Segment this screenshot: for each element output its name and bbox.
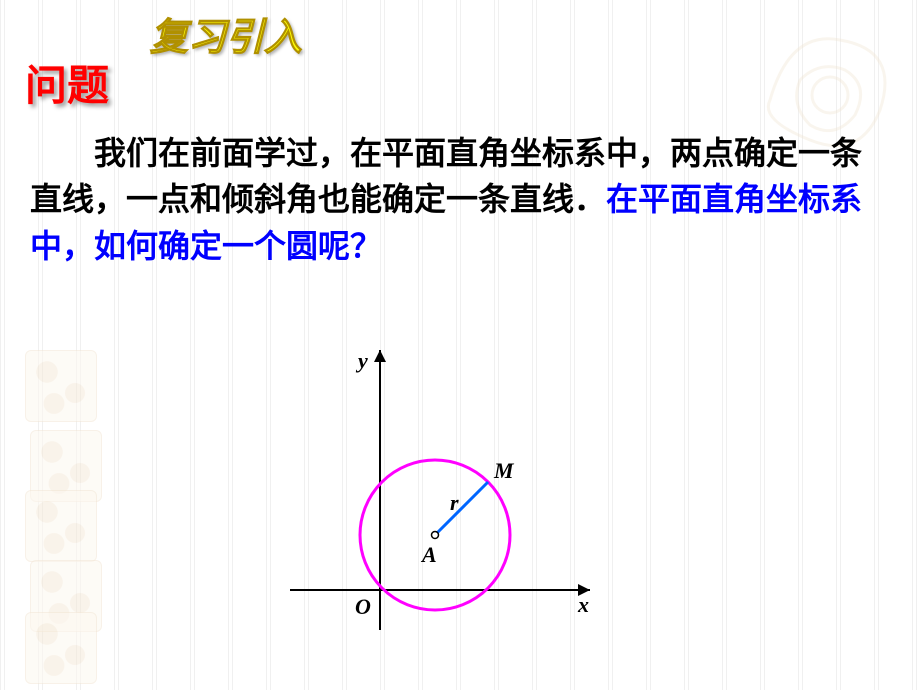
seal-watermark [25,490,97,562]
page-subheader: 问题 [25,52,109,113]
y-axis-label: y [355,348,368,373]
radius-line [435,482,488,535]
point-m-label: M [493,458,515,483]
page-header: 复习引入 [150,6,302,61]
seal-watermark [25,350,97,422]
y-axis-arrow [374,350,386,362]
center-point [432,532,439,539]
point-a-label: A [420,542,437,567]
header-text: 复习引入 [150,17,302,59]
body-paragraph: 我们在前面学过，在平面直角坐标系中，两点确定一条直线，一点和倾斜角也能确定一条直… [30,130,890,269]
subheader-text: 问题 [25,64,109,110]
origin-label: O [355,594,371,619]
radius-label: r [450,490,459,515]
seal-watermark [25,612,97,684]
x-axis-label: x [577,592,589,617]
coordinate-diagram: y x O M A r [270,330,630,660]
